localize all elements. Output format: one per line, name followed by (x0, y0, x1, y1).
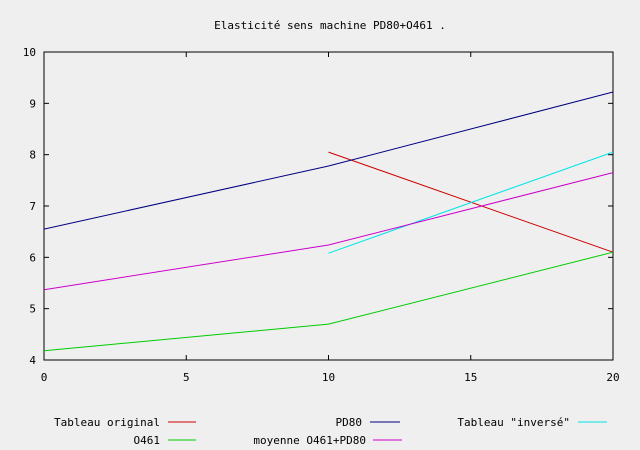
plot-area (43, 51, 614, 361)
y-tick-label: 5 (29, 303, 36, 316)
x-tick-label: 10 (322, 371, 335, 384)
series-layer (43, 91, 614, 352)
legend-label-2: Tableau "inversé" (457, 416, 570, 429)
y-tick-label: 4 (29, 354, 36, 367)
series-line-4 (43, 172, 614, 291)
y-tick-label: 7 (29, 200, 36, 213)
series-line-3 (43, 251, 614, 352)
y-tick-label: 10 (23, 46, 36, 59)
legend: Tableau original PD80 Tableau "inversé" O46… (54, 416, 607, 447)
x-tick-label: 5 (183, 371, 190, 384)
axes: 0 5 10 15 20 4 5 6 7 8 9 10 (23, 46, 620, 384)
series-line-1 (43, 91, 614, 230)
x-tick-label: 0 (41, 371, 48, 384)
y-tick-label: 9 (29, 97, 36, 110)
legend-label-0: Tableau original (54, 416, 160, 429)
chart-title: Elasticité sens machine PD80+O461 . (214, 19, 446, 32)
y-tick-label: 6 (29, 251, 36, 264)
legend-label-3: O461 (134, 434, 161, 447)
x-tick-label: 20 (606, 371, 619, 384)
series-line-2 (328, 151, 614, 254)
x-tick-label: 15 (464, 371, 477, 384)
legend-label-1: PD80 (336, 416, 363, 429)
legend-label-4: moyenne O461+PD80 (253, 434, 366, 447)
y-tick-label: 8 (29, 149, 36, 162)
